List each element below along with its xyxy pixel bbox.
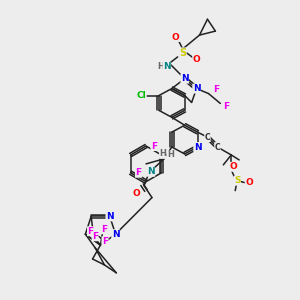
Text: H: H (167, 151, 174, 160)
Text: N: N (181, 74, 188, 83)
Text: N: N (194, 142, 201, 152)
Text: N: N (193, 84, 200, 93)
Text: O: O (229, 162, 237, 171)
Text: N: N (147, 167, 155, 176)
Text: O: O (245, 178, 253, 187)
Text: H: H (159, 149, 166, 158)
Text: F: F (101, 225, 107, 234)
Text: O: O (132, 189, 140, 198)
Text: H: H (158, 62, 164, 71)
Text: N: N (112, 230, 119, 239)
Text: N: N (106, 212, 114, 221)
Text: C: C (214, 142, 220, 152)
Text: O: O (193, 55, 200, 64)
Text: F: F (213, 85, 219, 94)
Text: F: F (151, 142, 157, 151)
Text: F: F (223, 102, 229, 111)
Text: F: F (92, 232, 98, 241)
Text: N: N (163, 62, 171, 71)
Text: F: F (136, 168, 142, 177)
Text: Cl: Cl (136, 91, 146, 100)
Text: C: C (205, 133, 210, 142)
Text: O: O (172, 33, 180, 42)
Text: S: S (234, 176, 240, 185)
Text: F: F (102, 237, 108, 246)
Text: S: S (179, 48, 186, 58)
Text: F: F (88, 227, 94, 236)
